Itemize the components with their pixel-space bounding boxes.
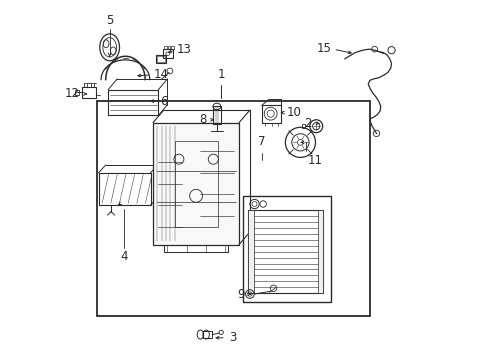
Text: 10: 10 <box>286 106 301 119</box>
Bar <box>97 101 369 316</box>
Bar <box>163 244 228 252</box>
Text: 5: 5 <box>106 14 113 27</box>
Text: 1: 1 <box>217 68 224 81</box>
Bar <box>155 55 166 63</box>
Text: 15: 15 <box>316 41 330 54</box>
Text: 3: 3 <box>229 331 236 344</box>
Bar <box>317 211 323 293</box>
Bar <box>261 105 281 123</box>
Bar <box>99 173 150 205</box>
Text: 8: 8 <box>199 113 206 126</box>
Text: 7: 7 <box>258 135 265 148</box>
Bar <box>203 331 212 338</box>
Text: 14: 14 <box>153 68 168 81</box>
Bar <box>164 46 166 49</box>
Bar <box>74 90 79 95</box>
Text: 2: 2 <box>304 117 311 130</box>
Bar <box>247 211 253 293</box>
Bar <box>82 87 96 98</box>
Bar <box>301 125 305 128</box>
Bar <box>153 123 239 244</box>
Bar <box>171 46 174 49</box>
Bar <box>242 196 330 302</box>
Bar <box>247 211 323 293</box>
Text: 12: 12 <box>64 87 80 100</box>
Bar <box>156 56 165 62</box>
Bar <box>163 49 172 58</box>
Bar <box>212 107 221 125</box>
Text: 11: 11 <box>306 154 322 167</box>
Text: 4: 4 <box>121 250 128 263</box>
Bar <box>174 140 217 226</box>
Bar <box>167 46 170 49</box>
Bar <box>108 90 158 116</box>
Text: 9: 9 <box>237 288 244 301</box>
Text: 13: 13 <box>177 42 192 55</box>
Text: 6: 6 <box>160 95 167 108</box>
